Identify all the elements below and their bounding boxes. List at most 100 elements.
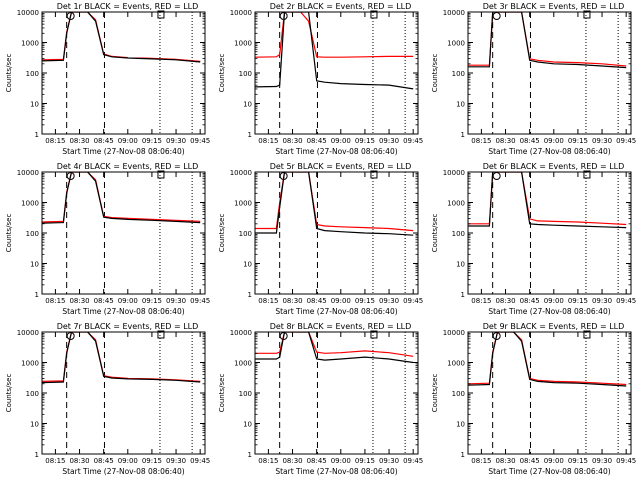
chart-title: Det 5r BLACK = Events, RED = LLD (270, 162, 412, 171)
x-tick-label: 08:30 (282, 137, 302, 145)
x-tick-label: 09:45 (403, 297, 423, 305)
x-tick-label: 09:30 (592, 137, 612, 145)
x-tick-label: 08:15 (471, 457, 491, 465)
y-tick-label: 100 (239, 70, 252, 78)
chart-title: Det 9r BLACK = Events, RED = LLD (483, 322, 625, 331)
start-marker-symbol (492, 172, 501, 180)
chart-panel-4: Det 4r BLACK = Events, RED = LLD 1 10 100 10… (5, 162, 210, 316)
x-axis-label: Start Time (27-Nov-08 08:06:40) (488, 307, 610, 316)
series-line-events (42, 172, 201, 224)
chart-title: Det 7r BLACK = Events, RED = LLD (57, 322, 199, 331)
y-tick-label: 1 (248, 451, 252, 459)
x-tick-label: 08:30 (495, 297, 515, 305)
chart-panel-7: Det 7r BLACK = Events, RED = LLD 1 10 100 10… (5, 322, 210, 476)
series-line-lld (255, 172, 414, 232)
y-axis-label: Counts/sec (5, 214, 13, 253)
x-tick-label: 08:15 (471, 137, 491, 145)
y-axis-label: Counts/sec (5, 54, 13, 93)
x-tick-label: 08:45 (520, 457, 540, 465)
x-tick-label: 08:45 (94, 457, 114, 465)
x-tick-label: 09:00 (544, 297, 564, 305)
x-tick-label: 09:15 (142, 297, 162, 305)
y-tick-label: 1000 (447, 360, 465, 368)
series-line-events (255, 332, 414, 364)
y-tick-label: 10 (243, 261, 252, 269)
y-tick-label: 10 (456, 261, 465, 269)
y-tick-label: 1 (461, 451, 465, 459)
x-tick-label: 09:30 (379, 137, 399, 145)
y-tick-label: 1 (461, 291, 465, 299)
x-axis-label: Start Time (27-Nov-08 08:06:40) (488, 467, 610, 476)
chart-panel-9: Det 9r BLACK = Events, RED = LLD 1 10 100 10… (431, 322, 636, 476)
y-tick-label: 10000 (443, 9, 465, 17)
x-tick-label: 09:00 (331, 137, 351, 145)
chart-title: Det 8r BLACK = Events, RED = LLD (270, 322, 412, 331)
x-tick-label: 08:45 (307, 137, 327, 145)
series-line-events (468, 12, 627, 69)
x-tick-label: 09:30 (166, 297, 186, 305)
y-tick-label: 100 (452, 230, 465, 238)
chart-panel-8: Det 8r BLACK = Events, RED = LLD 1 10 100 10… (218, 322, 423, 476)
end-marker-symbol (370, 330, 378, 339)
y-tick-label: 1 (35, 131, 39, 139)
y-tick-label: 100 (239, 230, 252, 238)
x-tick-label: 09:00 (331, 457, 351, 465)
y-tick-label: 1 (35, 291, 39, 299)
y-tick-label: 100 (452, 70, 465, 78)
y-tick-label: 100 (452, 390, 465, 398)
y-tick-label: 1 (248, 131, 252, 139)
y-tick-label: 10 (30, 421, 39, 429)
chart-title: Det 3r BLACK = Events, RED = LLD (483, 2, 625, 11)
end-marker-symbol (583, 10, 591, 19)
x-tick-label: 08:45 (94, 297, 114, 305)
x-tick-label: 08:15 (258, 297, 278, 305)
y-tick-label: 10 (30, 261, 39, 269)
y-tick-label: 1000 (447, 200, 465, 208)
y-tick-label: 10000 (230, 169, 252, 177)
x-tick-label: 08:30 (282, 457, 302, 465)
x-tick-label: 09:30 (379, 297, 399, 305)
y-tick-label: 100 (26, 390, 39, 398)
y-tick-label: 1000 (234, 200, 252, 208)
series-line-events (255, 172, 414, 236)
x-tick-label: 09:45 (403, 137, 423, 145)
end-marker-symbol (370, 10, 378, 19)
x-tick-label: 09:30 (166, 457, 186, 465)
series-line-events (42, 12, 201, 63)
x-tick-label: 08:15 (45, 137, 65, 145)
x-tick-label: 09:15 (142, 137, 162, 145)
y-tick-label: 10000 (443, 169, 465, 177)
y-axis-label: Counts/sec (5, 374, 13, 413)
x-tick-label: 08:15 (471, 297, 491, 305)
y-tick-label: 1000 (447, 40, 465, 48)
x-tick-label: 08:30 (69, 297, 89, 305)
series-line-lld (255, 332, 414, 357)
x-tick-label: 09:00 (118, 457, 138, 465)
x-tick-label: 09:15 (355, 137, 375, 145)
y-tick-label: 10000 (17, 169, 39, 177)
y-tick-label: 10000 (230, 329, 252, 337)
y-tick-label: 1000 (234, 360, 252, 368)
x-tick-label: 09:15 (568, 137, 588, 145)
x-axis-label: Start Time (27-Nov-08 08:06:40) (62, 467, 184, 476)
y-tick-label: 100 (239, 390, 252, 398)
x-tick-label: 09:00 (118, 137, 138, 145)
x-tick-label: 09:15 (355, 457, 375, 465)
y-tick-label: 1 (35, 451, 39, 459)
y-tick-label: 10 (456, 101, 465, 109)
series-line-events (468, 332, 627, 387)
end-marker-symbol (370, 170, 378, 179)
x-tick-label: 08:45 (94, 137, 114, 145)
x-tick-label: 09:15 (142, 457, 162, 465)
x-tick-label: 09:45 (190, 137, 210, 145)
x-tick-label: 08:45 (520, 297, 540, 305)
end-marker-symbol (157, 170, 165, 179)
x-tick-label: 08:45 (307, 457, 327, 465)
end-marker-symbol (583, 170, 591, 179)
y-tick-label: 100 (26, 230, 39, 238)
series-line-lld (255, 12, 414, 58)
y-tick-label: 10000 (17, 329, 39, 337)
x-tick-label: 08:15 (258, 137, 278, 145)
x-tick-label: 08:30 (69, 457, 89, 465)
